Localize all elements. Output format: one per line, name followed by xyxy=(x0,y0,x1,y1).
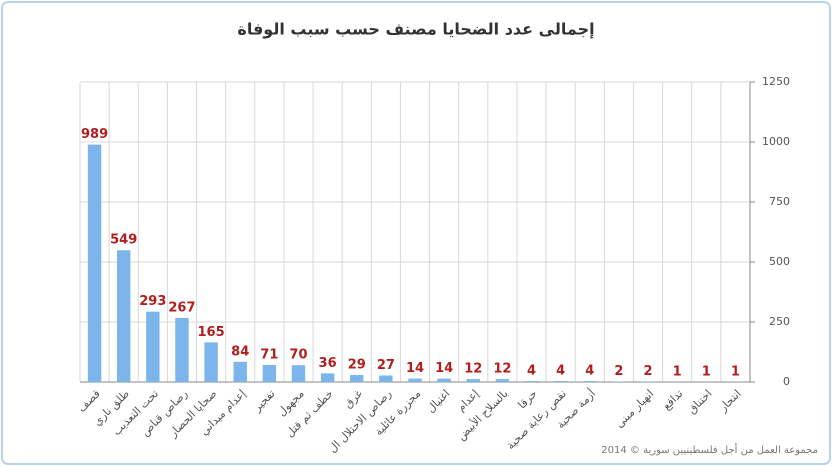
bar xyxy=(204,342,218,382)
bar xyxy=(291,365,306,382)
data-label: 989 xyxy=(81,127,108,142)
credit: مجموعة العمل من أجل فلسطينيين سورية © 20… xyxy=(601,443,818,456)
y-tick-label: 1250 xyxy=(762,75,790,88)
bar xyxy=(495,379,510,382)
y-tick-label: 250 xyxy=(769,315,790,328)
bar xyxy=(379,375,393,382)
data-label: 84 xyxy=(231,344,249,359)
bar xyxy=(466,379,480,382)
data-label: 1 xyxy=(702,364,711,379)
y-tick-label: 750 xyxy=(769,195,790,208)
data-label: 1 xyxy=(731,364,740,379)
data-label: 14 xyxy=(435,361,453,376)
data-label: 4 xyxy=(585,364,594,379)
data-label: 165 xyxy=(198,325,225,340)
y-tick-label: 500 xyxy=(769,255,790,268)
data-label: 71 xyxy=(260,347,278,362)
data-label: 14 xyxy=(406,361,424,376)
data-label: 27 xyxy=(377,358,395,373)
bar xyxy=(87,144,102,382)
bar xyxy=(350,375,364,382)
bar xyxy=(408,378,422,382)
data-label: 267 xyxy=(168,300,195,315)
bar xyxy=(146,311,160,382)
y-tick-label: 1000 xyxy=(762,135,790,148)
bar xyxy=(437,378,451,382)
data-label: 293 xyxy=(139,294,166,309)
data-label: 4 xyxy=(527,364,536,379)
y-tick-label: 0 xyxy=(783,375,790,388)
data-label: 12 xyxy=(464,362,482,377)
bar xyxy=(524,381,539,382)
data-label: 1 xyxy=(673,364,682,379)
data-label: 70 xyxy=(289,348,307,363)
data-label: 4 xyxy=(556,364,565,379)
bar xyxy=(233,361,247,382)
data-label: 36 xyxy=(319,356,337,371)
data-label: 29 xyxy=(348,358,366,373)
bar xyxy=(175,317,189,382)
chart-title: إجمالى عدد الضحايا مصنف حسب سبب الوفاة xyxy=(237,20,594,39)
data-label: 549 xyxy=(110,233,137,248)
bar xyxy=(116,250,131,382)
bar xyxy=(262,364,277,382)
data-label: 2 xyxy=(644,364,653,379)
data-label: 2 xyxy=(614,364,623,379)
data-label: 12 xyxy=(493,362,511,377)
bar xyxy=(320,373,335,382)
bar xyxy=(583,381,597,382)
bar xyxy=(553,381,568,382)
